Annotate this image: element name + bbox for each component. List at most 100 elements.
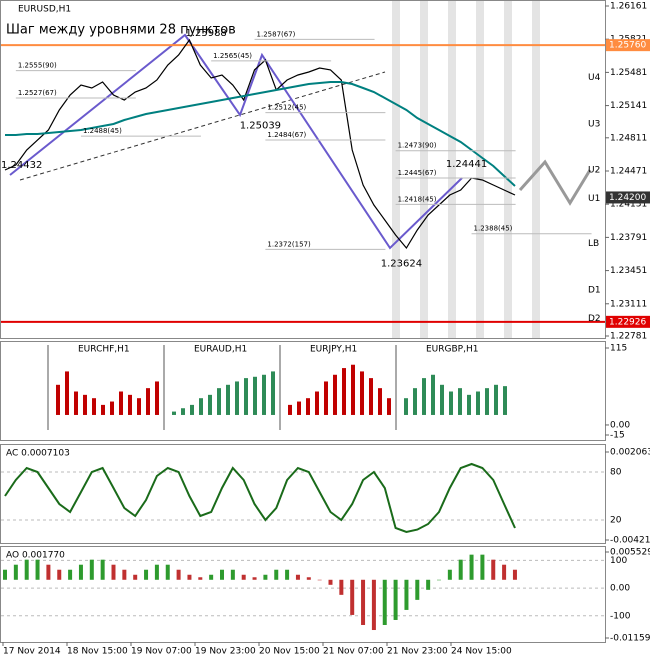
mini-bar [431, 374, 435, 415]
ao-bar [437, 579, 441, 581]
ao-bar [295, 574, 300, 580]
ao-bar [447, 569, 452, 580]
level-label: U4 [588, 73, 601, 83]
ao-bar [306, 577, 311, 580]
swing-label: 1.25988 [185, 28, 226, 39]
x-tick-label: 19 Nov 07:00 [131, 647, 192, 657]
fib-label: 1.2512(45) [267, 104, 306, 112]
ao-bar [133, 574, 138, 580]
y-tick-label: 1.23111 [610, 299, 647, 309]
swing-label: 1.25039 [240, 121, 281, 132]
mini-bar [422, 378, 426, 415]
y-tick-label: 1.23791 [610, 233, 647, 243]
y-tick-label: 1.25141 [610, 101, 647, 111]
symbol-label: EURCHF,H1 [78, 345, 130, 355]
mini-bar [235, 381, 239, 415]
symbol-label: EURJPY,H1 [310, 345, 357, 355]
mini-bar [199, 398, 203, 415]
ao-bar [100, 559, 105, 580]
mini-bar [119, 391, 123, 415]
y2-tick-label: 100 [610, 556, 627, 566]
mini-bar [440, 384, 444, 415]
line-series [4, 38, 516, 250]
mini-bar [253, 376, 257, 415]
mini-bar [369, 378, 373, 415]
symbol-label: EURGBP,H1 [426, 345, 478, 355]
y-tick-label: 0.00 [610, 420, 630, 430]
mini-bar [494, 384, 498, 415]
mini-bar [74, 391, 78, 415]
mini-bar [324, 381, 328, 415]
mini-bar [485, 388, 489, 415]
forecast-zigzag [518, 159, 592, 206]
mini-bar [226, 384, 230, 415]
x-tick-label: 20 Nov 15:00 [259, 647, 320, 657]
level-label: D1 [588, 286, 601, 296]
y-tick-label: 1.24471 [610, 167, 647, 177]
ao-bar [165, 564, 170, 580]
fib-label: 1.2565(45) [213, 52, 252, 60]
level-label: LB [588, 239, 599, 249]
mini-bar [288, 404, 292, 415]
mini-bar [271, 371, 275, 415]
ao-bar [3, 569, 7, 580]
fib-label: 1.2555(90) [18, 62, 57, 70]
x-tick-label: 21 Nov 23:00 [387, 647, 448, 657]
ac-pane [0, 444, 606, 544]
ao-bar [361, 579, 366, 625]
mini-bar [387, 398, 391, 415]
ao-bar [350, 579, 355, 615]
ao-bar [111, 564, 116, 580]
stripes [392, 1, 540, 338]
ao-bar [35, 559, 40, 580]
x-tick-label: 21 Nov 07:00 [323, 647, 384, 657]
fib-label: 1.2473(90) [398, 142, 437, 150]
y-tick-label: 1.22781 [610, 332, 647, 342]
y-tick-label: -15 [610, 431, 625, 441]
mini-bar [413, 388, 417, 415]
ao-bar [46, 564, 51, 580]
price-tag-label: 1.24200 [609, 193, 646, 203]
ao-bar [458, 559, 463, 580]
mini-bar [297, 401, 301, 415]
mini-bar [181, 408, 185, 415]
x-tick-label: 19 Nov 23:00 [195, 647, 256, 657]
ao-bar [176, 569, 181, 580]
main-pane [0, 0, 606, 339]
symbols-pane [0, 341, 606, 441]
ao-bar [274, 569, 279, 580]
ao-bar [371, 579, 376, 631]
line-series [4, 462, 516, 534]
y-tick-label: -0.004212 [610, 536, 650, 546]
ao-bar [263, 574, 268, 580]
mini-bar [333, 374, 337, 415]
y-tick-label: 115 [610, 344, 627, 354]
y2-tick-label: -100 [610, 611, 631, 621]
y-tick-label: 1.23451 [610, 266, 647, 276]
y-tick-label: 1.25481 [610, 68, 647, 78]
ao-bar [68, 569, 73, 580]
mini-bar [56, 384, 60, 415]
price-tag-label: 1.22926 [609, 317, 646, 327]
ao-bar [317, 579, 322, 581]
mini-bar [244, 378, 248, 415]
x-tick-label: 24 Nov 15:00 [451, 647, 512, 657]
indicator-title: AC 0.0007103 [6, 449, 70, 459]
ao-bar [512, 569, 517, 580]
ao-bar [230, 569, 235, 580]
mini-bar [137, 398, 141, 415]
ao-bar [78, 564, 83, 580]
trend-line [19, 71, 386, 181]
ao-bar [187, 574, 192, 580]
mini-bar [101, 404, 105, 415]
y2-tick-label: 0.00 [610, 584, 630, 594]
symbol-label: EURAUD,H1 [194, 345, 247, 355]
ao-bar [209, 574, 214, 580]
fib-label: 1.2388(45) [474, 225, 513, 233]
fib-label: 1.2445(67) [398, 169, 437, 177]
mini-bar [351, 364, 355, 415]
ao-bar [502, 564, 507, 580]
swing-label: 1.24432 [1, 160, 42, 171]
fib-label: 1.2587(67) [257, 30, 296, 38]
chart-title: EURUSD,H1 [18, 5, 71, 15]
